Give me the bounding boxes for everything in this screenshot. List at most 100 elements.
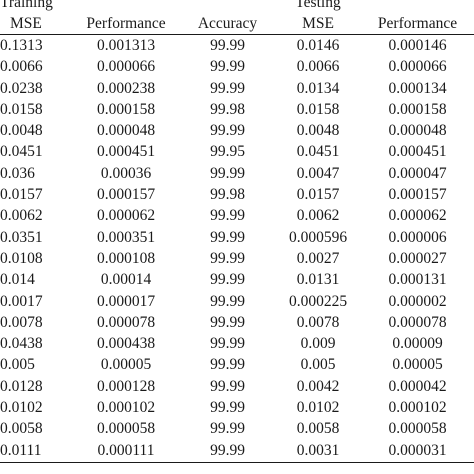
cell-testing-mse: 0.0131 xyxy=(296,271,340,289)
cell-testing-performance: 0.000002 xyxy=(388,292,447,310)
cell-accuracy: 99.95 xyxy=(210,143,245,161)
table-row: 0.0048 0.000048 99.99 0.0048 0.000048 xyxy=(0,120,474,141)
cell-testing-mse: 0.0031 xyxy=(296,441,340,459)
cell-accuracy: 99.99 xyxy=(210,228,245,246)
cell-accuracy: 99.99 xyxy=(210,335,245,353)
cell-testing-performance: 0.000157 xyxy=(388,186,447,204)
cell-testing-mse: 0.0451 xyxy=(296,143,340,161)
cell-training-performance: 0.000058 xyxy=(96,420,156,438)
column-header-row: MSE Performance Accuracy MSE Performance xyxy=(0,13,474,35)
cell-testing-performance: 0.00005 xyxy=(392,356,443,374)
cell-training-mse: 0.036 xyxy=(0,164,35,182)
cell-training-mse: 0.005 xyxy=(0,356,35,374)
table-body: 0.1313 0.001313 99.99 0.0146 0.000146 0.0066 0… xyxy=(0,35,474,461)
cell-testing-mse: 0.0047 xyxy=(296,164,340,182)
table-row: 0.036 0.00036 99.99 0.0047 0.000047 xyxy=(0,163,474,184)
cell-training-performance: 0.000102 xyxy=(96,399,156,417)
cell-testing-performance: 0.000158 xyxy=(388,100,447,118)
cell-training-mse: 0.0128 xyxy=(0,377,43,395)
cell-training-mse: 0.0078 xyxy=(0,313,43,331)
table-row: 0.1313 0.001313 99.99 0.0146 0.000146 xyxy=(0,35,474,56)
results-table: Training Testing MSE Performance Accurac… xyxy=(0,0,474,461)
cell-training-mse: 0.014 xyxy=(0,271,35,289)
table-row: 0.0158 0.000158 99.98 0.0158 0.000158 xyxy=(0,99,474,120)
cell-training-mse: 0.0111 xyxy=(0,441,42,459)
cell-training-mse: 0.0351 xyxy=(0,228,43,246)
table-row: 0.0102 0.000102 99.99 0.0102 0.000102 xyxy=(0,397,474,418)
cell-training-performance: 0.000108 xyxy=(96,249,156,267)
table-row: 0.0108 0.000108 99.99 0.0027 0.000027 xyxy=(0,248,474,269)
cell-testing-mse: 0.0157 xyxy=(296,186,340,204)
cell-testing-mse: 0.0146 xyxy=(296,37,340,54)
table-row: 0.0111 0.000111 99.99 0.0031 0.000031 xyxy=(0,440,474,461)
cell-testing-mse: 0.0102 xyxy=(296,399,340,417)
table-row: 0.0128 0.000128 99.99 0.0042 0.000042 xyxy=(0,376,474,397)
cell-testing-mse: 0.0042 xyxy=(296,377,340,395)
cell-testing-mse: 0.0062 xyxy=(296,207,340,225)
cell-training-performance: 0.000351 xyxy=(96,228,156,246)
cell-testing-performance: 0.00009 xyxy=(392,335,443,353)
bottom-rule xyxy=(0,462,474,463)
cell-testing-performance: 0.000131 xyxy=(388,271,447,289)
cell-accuracy: 99.99 xyxy=(210,207,245,225)
cell-testing-mse: 0.000596 xyxy=(288,228,348,246)
group-header-row: Training Testing xyxy=(0,0,474,13)
cell-training-mse: 0.0238 xyxy=(0,79,43,97)
cell-training-mse: 0.0017 xyxy=(0,292,43,310)
cell-testing-mse: 0.0134 xyxy=(296,79,340,97)
table-row: 0.014 0.00014 99.99 0.0131 0.000131 xyxy=(0,269,474,290)
cell-accuracy: 99.99 xyxy=(210,377,245,395)
cell-training-performance: 0.000158 xyxy=(96,100,156,118)
cell-testing-performance: 0.000134 xyxy=(388,79,447,97)
cell-testing-mse: 0.009 xyxy=(300,335,336,353)
cell-training-performance: 0.000111 xyxy=(97,441,155,459)
cell-training-mse: 0.0108 xyxy=(0,249,43,267)
cell-accuracy: 99.99 xyxy=(210,249,245,267)
cell-accuracy: 99.98 xyxy=(210,186,245,204)
cell-training-mse: 0.0438 xyxy=(0,335,43,353)
cell-training-mse: 0.0451 xyxy=(0,143,43,161)
table-row: 0.0438 0.000438 99.99 0.009 0.00009 xyxy=(0,333,474,354)
cell-testing-performance: 0.000027 xyxy=(388,249,447,267)
cell-accuracy: 99.99 xyxy=(210,356,245,374)
table-row: 0.0078 0.000078 99.99 0.0078 0.000078 xyxy=(0,312,474,333)
cell-training-mse: 0.0062 xyxy=(0,207,43,225)
cell-accuracy: 99.98 xyxy=(210,100,245,118)
table-row: 0.0351 0.000351 99.99 0.000596 0.000006 xyxy=(0,227,474,248)
table-row: 0.0238 0.000238 99.99 0.0134 0.000134 xyxy=(0,78,474,99)
column-header-testing-performance: Performance xyxy=(377,15,458,32)
cell-accuracy: 99.99 xyxy=(210,399,245,417)
cell-training-performance: 0.000438 xyxy=(96,335,156,353)
table-row: 0.0157 0.000157 99.98 0.0157 0.000157 xyxy=(0,184,474,205)
cell-testing-mse: 0.0058 xyxy=(296,420,340,438)
cell-accuracy: 99.99 xyxy=(210,271,245,289)
cell-testing-performance: 0.000047 xyxy=(388,164,447,182)
cell-training-mse: 0.0048 xyxy=(0,122,43,140)
cell-accuracy: 99.99 xyxy=(210,122,245,140)
cell-testing-mse: 0.0027 xyxy=(296,249,340,267)
table-header: Training Testing MSE Performance Accurac… xyxy=(0,0,474,35)
table-row: 0.0066 0.000066 99.99 0.0066 0.000066 xyxy=(0,56,474,77)
table-row: 0.0017 0.000017 99.99 0.000225 0.000002 xyxy=(0,291,474,312)
cell-testing-mse: 0.0066 xyxy=(296,58,340,76)
cell-testing-performance: 0.000451 xyxy=(388,143,447,161)
cell-training-performance: 0.000451 xyxy=(96,143,156,161)
cell-training-performance: 0.000062 xyxy=(96,207,156,225)
cell-accuracy: 99.99 xyxy=(210,420,245,438)
cell-training-performance: 0.00005 xyxy=(100,356,152,374)
cell-training-performance: 0.000128 xyxy=(96,377,156,395)
cell-training-performance: 0.000078 xyxy=(96,313,156,331)
column-header-testing-mse: MSE xyxy=(302,15,334,32)
cell-testing-performance: 0.000058 xyxy=(388,420,447,438)
table-row: 0.0451 0.000451 99.95 0.0451 0.000451 xyxy=(0,141,474,162)
cell-testing-performance: 0.000102 xyxy=(388,399,447,417)
cell-training-performance: 0.00014 xyxy=(100,271,152,289)
cell-testing-mse: 0.0158 xyxy=(296,100,340,118)
cell-accuracy: 99.99 xyxy=(210,292,245,310)
cell-testing-mse: 0.0048 xyxy=(296,122,340,140)
column-header-training-mse: MSE xyxy=(10,15,42,32)
cell-testing-performance: 0.000048 xyxy=(388,122,447,140)
cell-training-performance: 0.000238 xyxy=(96,79,156,97)
table-row: 0.0062 0.000062 99.99 0.0062 0.000062 xyxy=(0,205,474,226)
table-row: 0.0058 0.000058 99.99 0.0058 0.000058 xyxy=(0,418,474,439)
